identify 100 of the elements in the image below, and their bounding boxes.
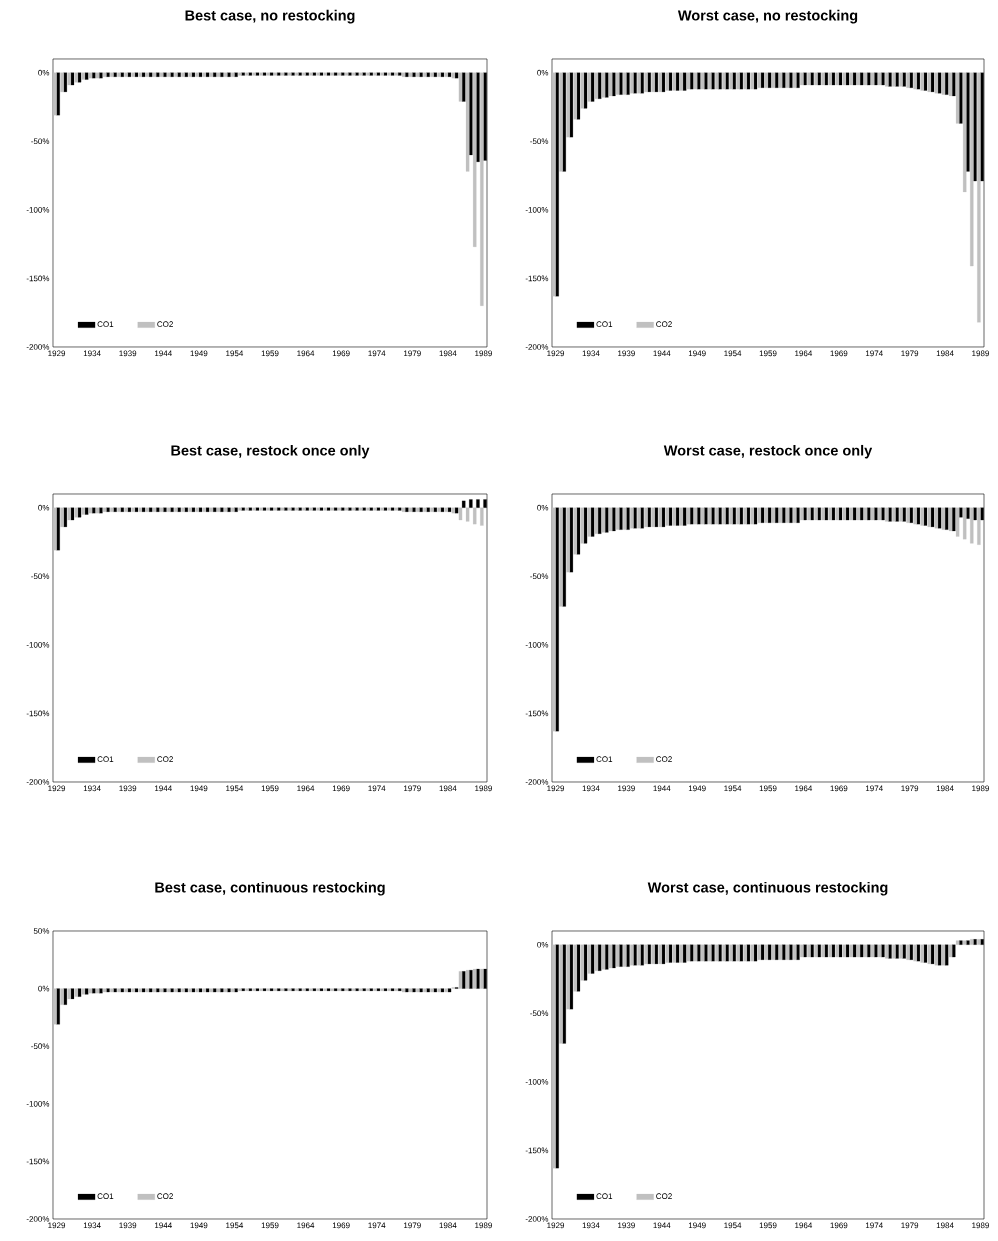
x-tick-label: 1964 xyxy=(795,785,813,792)
x-tick-label: 1959 xyxy=(261,1222,279,1229)
x-tick-label: 1934 xyxy=(582,1222,600,1229)
y-tick-label: -50% xyxy=(530,573,549,580)
legend-label: CO2 xyxy=(157,756,173,762)
legend-label: CO1 xyxy=(97,321,114,327)
x-tick-label: 1979 xyxy=(901,1222,919,1229)
y-tick-label: 0% xyxy=(537,941,549,948)
x-tick-label: 1954 xyxy=(226,785,244,792)
y-tick-label: 0% xyxy=(38,985,50,992)
x-tick-label: 1934 xyxy=(582,350,600,357)
x-tick-label: 1939 xyxy=(618,350,635,357)
chart-title: Worst case, continuous restocking xyxy=(647,881,888,896)
chart-title: Best case, no restocking xyxy=(185,9,355,24)
x-tick-label: 1944 xyxy=(653,1222,671,1229)
x-tick-label: 1929 xyxy=(48,350,66,357)
x-tick-label: 1929 xyxy=(48,1222,66,1229)
y-tick-label: -200% xyxy=(525,1216,549,1222)
x-tick-label: 1939 xyxy=(618,785,635,792)
x-tick-label: 1984 xyxy=(439,1222,457,1229)
x-tick-label: 1954 xyxy=(226,350,244,357)
x-tick-label: 1954 xyxy=(226,1222,244,1229)
y-tick-label: -150% xyxy=(26,275,50,282)
x-tick-label: 1969 xyxy=(332,350,350,357)
y-tick-label: -100% xyxy=(26,207,50,213)
x-tick-label: 1979 xyxy=(404,1222,421,1229)
y-tick-label: -200% xyxy=(525,779,549,785)
chart-title: Worst case, no restocking xyxy=(677,9,858,24)
x-tick-label: 1984 xyxy=(936,1222,954,1229)
x-tick-label: 1969 xyxy=(830,350,848,357)
y-tick-label: -50% xyxy=(31,573,50,580)
y-tick-label: -50% xyxy=(530,138,549,145)
x-tick-label: 1979 xyxy=(404,350,421,357)
x-tick-label: 1974 xyxy=(865,785,883,792)
x-tick-label: 1944 xyxy=(154,1222,172,1229)
x-tick-label: 1974 xyxy=(368,785,386,792)
x-tick-label: 1984 xyxy=(439,785,457,792)
x-tick-label: 1959 xyxy=(759,350,777,357)
x-tick-label: 1949 xyxy=(190,785,208,792)
x-tick-label: 1979 xyxy=(901,350,919,357)
x-tick-label: 1954 xyxy=(724,350,742,357)
x-tick-label: 1964 xyxy=(297,785,315,792)
x-tick-label: 1974 xyxy=(865,1222,883,1229)
x-tick-label: 1939 xyxy=(119,1222,137,1229)
legend-label: CO2 xyxy=(157,1193,173,1199)
x-tick-label: 1934 xyxy=(83,785,101,792)
x-tick-label: 1964 xyxy=(795,350,813,357)
legend-label: CO1 xyxy=(596,321,613,327)
x-tick-label: 1989 xyxy=(972,785,989,792)
chart-title: Worst case, restock once only xyxy=(663,444,873,459)
legend-label: CO1 xyxy=(596,1193,613,1199)
y-tick-label: -200% xyxy=(26,344,50,350)
y-tick-label: -200% xyxy=(525,344,549,350)
y-tick-label: -100% xyxy=(525,642,549,648)
x-tick-label: 1949 xyxy=(688,1222,706,1229)
x-tick-label: 1929 xyxy=(48,785,66,792)
y-tick-label: -150% xyxy=(525,275,549,282)
x-tick-label: 1974 xyxy=(368,1222,386,1229)
x-tick-label: 1974 xyxy=(865,350,883,357)
chart-title: Best case, continuous restocking xyxy=(155,881,385,896)
y-tick-label: -50% xyxy=(31,138,50,145)
x-tick-label: 1959 xyxy=(759,1222,777,1229)
y-tick-label: 0% xyxy=(38,504,50,511)
x-tick-label: 1944 xyxy=(154,350,172,357)
x-tick-label: 1979 xyxy=(901,785,919,792)
x-tick-label: 1989 xyxy=(972,1222,989,1229)
x-tick-label: 1929 xyxy=(547,1222,565,1229)
legend-label: CO1 xyxy=(97,1193,114,1199)
x-tick-label: 1959 xyxy=(261,350,279,357)
x-tick-label: 1989 xyxy=(475,1222,492,1229)
x-tick-label: 1984 xyxy=(936,350,954,357)
x-tick-label: 1959 xyxy=(759,785,777,792)
legend-label: CO2 xyxy=(656,321,672,327)
x-tick-label: 1989 xyxy=(475,350,492,357)
x-tick-label: 1934 xyxy=(582,785,600,792)
x-tick-label: 1969 xyxy=(830,1222,848,1229)
x-tick-label: 1934 xyxy=(83,1222,101,1229)
x-tick-label: 1929 xyxy=(547,350,565,357)
x-tick-label: 1949 xyxy=(688,785,706,792)
x-tick-label: 1954 xyxy=(724,785,742,792)
y-tick-label: -200% xyxy=(26,779,50,785)
x-tick-label: 1959 xyxy=(261,785,279,792)
x-tick-label: 1969 xyxy=(830,785,848,792)
y-tick-label: -150% xyxy=(525,1147,549,1154)
x-tick-label: 1974 xyxy=(368,350,386,357)
y-tick-label: -100% xyxy=(525,1079,549,1085)
legend-label: CO2 xyxy=(157,321,173,327)
x-tick-label: 1964 xyxy=(297,350,315,357)
x-tick-label: 1939 xyxy=(119,350,137,357)
y-tick-label: -50% xyxy=(31,1043,50,1050)
y-tick-label: 0% xyxy=(537,504,549,511)
x-tick-label: 1989 xyxy=(972,350,989,357)
legend-label: CO1 xyxy=(97,756,114,762)
x-tick-label: 1929 xyxy=(547,785,565,792)
x-tick-label: 1944 xyxy=(653,785,671,792)
y-tick-label: -150% xyxy=(525,710,549,717)
chart-title: Best case, restock once only xyxy=(171,444,370,459)
x-tick-label: 1969 xyxy=(332,785,350,792)
y-tick-label: -100% xyxy=(525,207,549,213)
y-tick-label: -100% xyxy=(26,642,50,648)
